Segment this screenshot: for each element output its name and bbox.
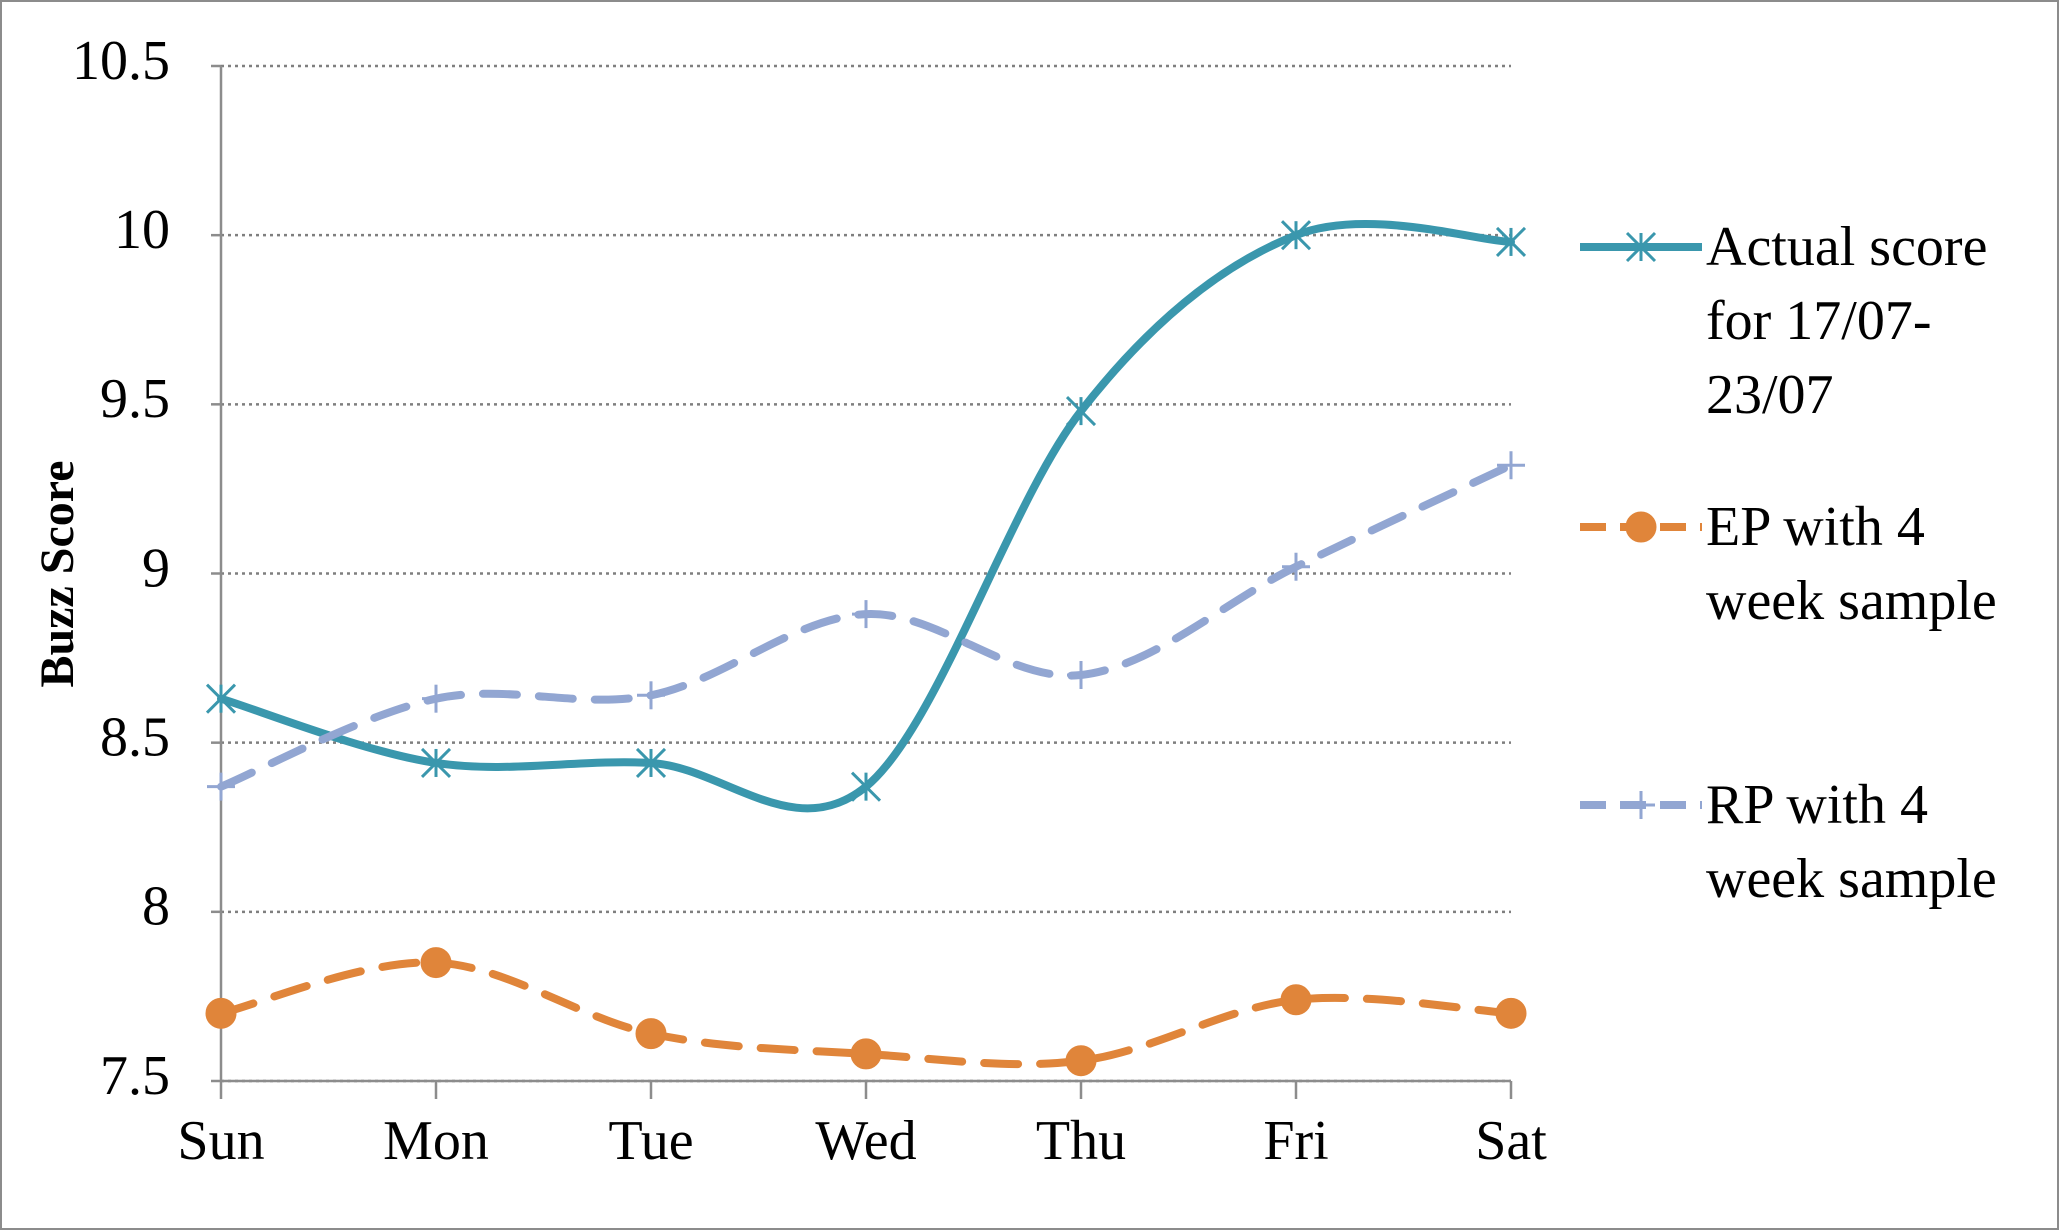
marker (1065, 1045, 1097, 1077)
y-axis-title: Buzz Score (31, 460, 84, 687)
y-tick-label: 8.5 (100, 707, 170, 769)
x-tick-label: Tue (608, 1110, 693, 1172)
legend-label: EP with 4 week sample (1706, 496, 1997, 632)
marker-stroke (1280, 220, 1312, 251)
x-tick-label: Thu (1036, 1110, 1126, 1172)
marker (1495, 226, 1527, 257)
legend-item: RP with 4 week sample (1576, 768, 2056, 916)
marker-stroke (420, 747, 452, 779)
legend-item: Actual score for 17/07-23/07 (1576, 210, 2056, 432)
marker (1497, 451, 1525, 480)
y-tick-label: 9 (142, 537, 170, 599)
marker (422, 684, 450, 713)
legend-swatch (1580, 791, 1702, 819)
marker (850, 1038, 882, 1070)
marker-stroke (1625, 231, 1657, 263)
marker (1282, 552, 1310, 581)
marker (1067, 661, 1095, 689)
marker (635, 747, 667, 779)
marker (1625, 231, 1657, 263)
marker (637, 681, 665, 710)
marker (1625, 511, 1657, 543)
y-tick-label: 8 (142, 876, 170, 938)
series-line (217, 220, 1515, 813)
marker (205, 683, 237, 714)
x-tick-label: Sun (177, 1110, 264, 1172)
legend-label: Actual score for 17/07-23/07 (1706, 216, 1988, 426)
y-tick-label: 10.5 (72, 30, 170, 92)
marker-stroke (1065, 396, 1097, 427)
legend-swatch (1580, 231, 1702, 263)
marker-stroke (1495, 226, 1527, 257)
marker (852, 600, 880, 629)
legend-item: EP with 4 week sample (1576, 490, 2056, 638)
x-tick-label: Fri (1263, 1110, 1328, 1172)
marker (420, 947, 452, 979)
marker (1280, 984, 1312, 1016)
marker (850, 771, 882, 802)
x-tick-label: Sat (1475, 1110, 1547, 1172)
marker (1065, 396, 1097, 427)
legend-swatch (1580, 511, 1702, 543)
marker (1280, 220, 1312, 251)
x-tick-label: Mon (383, 1110, 489, 1172)
marker (635, 1018, 667, 1050)
marker (420, 747, 452, 779)
legend-label: RP with 4 week sample (1706, 774, 1997, 910)
marker-stroke (205, 683, 237, 714)
y-tick-label: 10 (114, 199, 170, 261)
x-tick-label: Wed (815, 1110, 916, 1172)
marker (1627, 791, 1655, 819)
marker-stroke (850, 771, 882, 802)
y-tick-label: 9.5 (100, 368, 170, 430)
marker (207, 772, 235, 801)
y-tick-label: 7.5 (100, 1045, 170, 1107)
marker (205, 997, 237, 1029)
marker-stroke (635, 747, 667, 779)
marker (1495, 997, 1527, 1029)
